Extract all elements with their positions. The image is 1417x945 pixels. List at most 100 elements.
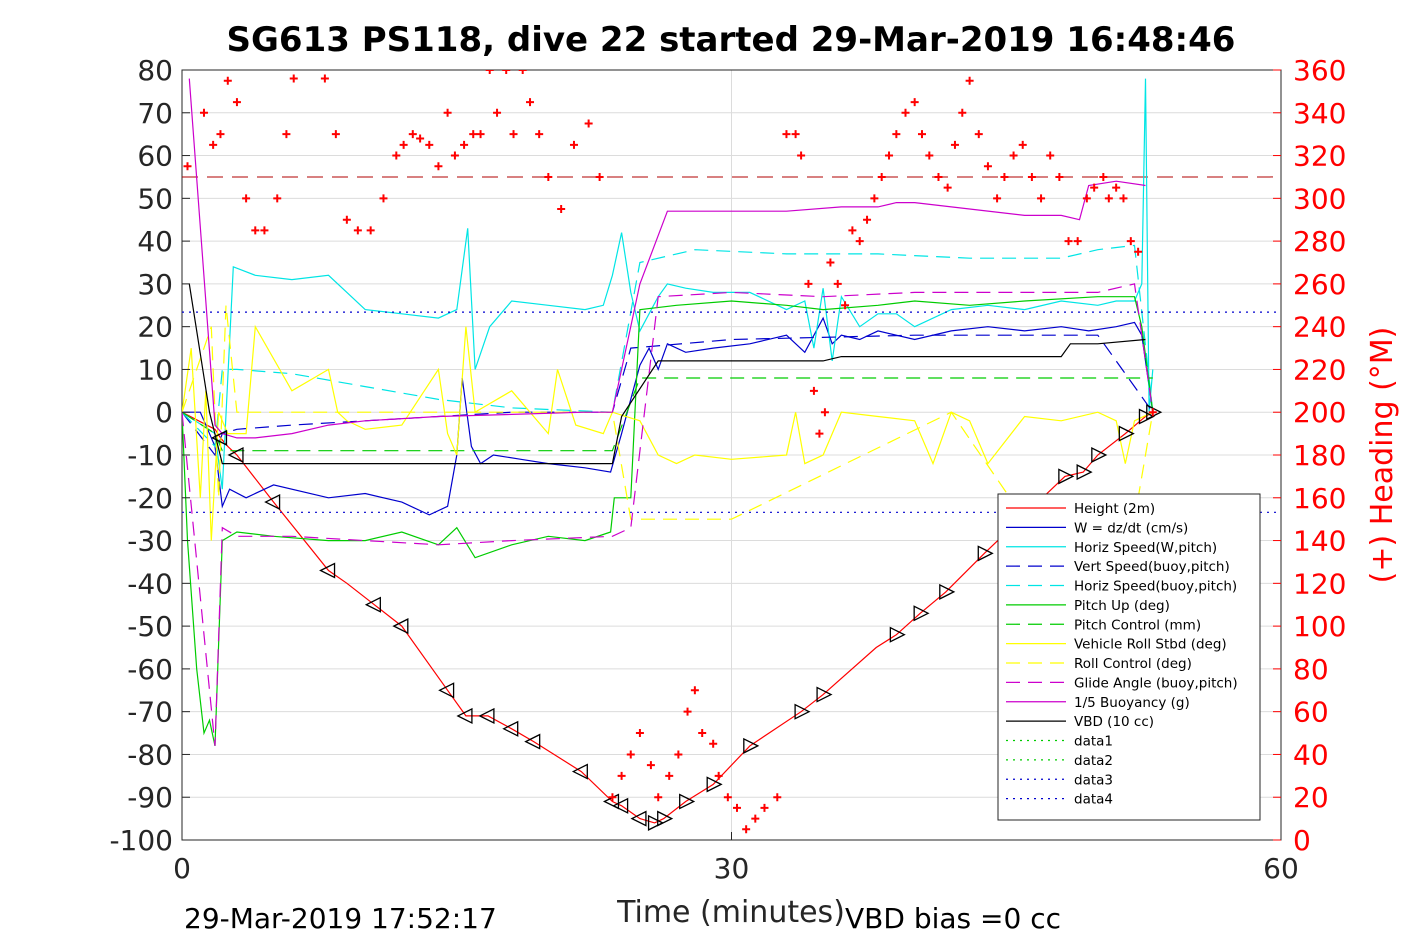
right-tick-label: 120 xyxy=(1293,567,1346,600)
x-tick-label: 30 xyxy=(714,852,750,885)
heading-point xyxy=(1104,194,1113,203)
right-tick-label: 280 xyxy=(1293,225,1346,258)
left-tick-label: 60 xyxy=(137,140,173,173)
legend-label: 1/5 Buoyancy (g) xyxy=(1074,695,1190,711)
legend-label: Pitch Up (deg) xyxy=(1074,598,1170,614)
heading-point xyxy=(709,739,718,748)
right-tick-label: 340 xyxy=(1293,97,1346,130)
heading-point xyxy=(353,226,362,235)
legend-label: Height (2m) xyxy=(1074,501,1155,517)
right-tick-label: 240 xyxy=(1293,311,1346,344)
heading-point xyxy=(974,130,983,139)
legend-label: data4 xyxy=(1074,792,1113,808)
dive-point-marker xyxy=(364,596,381,613)
heading-point xyxy=(934,172,943,181)
heading-point xyxy=(654,793,663,802)
heading-point xyxy=(518,70,527,74)
heading-point xyxy=(855,237,864,246)
heading-point xyxy=(223,76,232,85)
heading-point xyxy=(320,74,329,83)
left-tick-label: -10 xyxy=(127,439,173,472)
legend-label: Glide Angle (buoy,pitch) xyxy=(1074,675,1238,691)
right-tick-label: 0 xyxy=(1293,824,1311,857)
right-tick-label: 20 xyxy=(1293,781,1329,814)
footer-timestamp: 29-Mar-2019 17:52:17 xyxy=(184,902,497,935)
heading-point xyxy=(910,98,919,107)
heading-point xyxy=(1126,237,1135,246)
heading-point xyxy=(216,130,225,139)
x-tick-label: 60 xyxy=(1263,852,1299,885)
heading-point xyxy=(1090,183,1099,192)
heading-point xyxy=(379,194,388,203)
legend-label: data3 xyxy=(1074,772,1113,788)
heading-point xyxy=(526,98,535,107)
legend: Height (2m) W = dz/dt (cm/s) Horiz Speed(W… xyxy=(997,493,1261,821)
heading-point xyxy=(502,70,511,74)
heading-point xyxy=(683,707,692,716)
series-line-pitch-control-mm xyxy=(182,377,1153,452)
dive-point-marker xyxy=(679,793,696,810)
heading-point xyxy=(1082,194,1091,203)
dive-point-marker xyxy=(502,720,519,737)
heading-point xyxy=(732,803,741,812)
heading-point xyxy=(282,130,291,139)
heading-point xyxy=(1046,151,1055,160)
dive-point-marker xyxy=(816,686,833,703)
heading-point xyxy=(892,130,901,139)
left-tick-label: -20 xyxy=(127,482,173,515)
left-tick-label: -60 xyxy=(127,653,173,686)
right-tick-label: 140 xyxy=(1293,525,1346,558)
right-axis-ticks: 3603403203002802602402202001801601401201… xyxy=(1273,54,1346,857)
left-tick-label: 70 xyxy=(137,97,173,130)
dive-point-marker xyxy=(1058,468,1075,485)
heading-point xyxy=(773,793,782,802)
dive-point-marker xyxy=(977,545,994,562)
legend-label: data1 xyxy=(1074,734,1113,750)
heading-point xyxy=(760,803,769,812)
right-tick-label: 360 xyxy=(1293,54,1346,87)
dive-point-marker xyxy=(794,703,811,720)
heading-point xyxy=(425,140,434,149)
heading-point xyxy=(183,162,192,171)
footer-vbd-bias: VBD bias =0 cc xyxy=(845,902,1061,935)
dive-point-marker xyxy=(743,737,760,754)
dive-point-marker xyxy=(524,733,541,750)
heading-point xyxy=(797,151,806,160)
heading-point xyxy=(408,130,417,139)
heading-point xyxy=(885,151,894,160)
heading-point xyxy=(782,130,791,139)
heading-point xyxy=(209,140,218,149)
heading-point xyxy=(242,194,251,203)
heading-point xyxy=(443,108,452,117)
legend-label: Horiz Speed(W,pitch) xyxy=(1074,540,1217,556)
series-line-w-dz-dt-cm-s xyxy=(182,316,1154,516)
series-line-vert-speed-buoy-pitch xyxy=(182,334,1154,457)
heading-point xyxy=(416,134,425,143)
heading-point xyxy=(690,686,699,695)
series-line-1-5-buoyancy-g xyxy=(188,78,1146,439)
left-tick-label: 10 xyxy=(137,353,173,386)
legend-label: data2 xyxy=(1074,753,1113,769)
right-tick-label: 80 xyxy=(1293,653,1329,686)
heading-point xyxy=(1112,183,1121,192)
heading-point xyxy=(1064,237,1073,246)
heading-point xyxy=(399,140,408,149)
heading-point xyxy=(260,226,269,235)
right-tick-label: 320 xyxy=(1293,140,1346,173)
left-tick-label: -80 xyxy=(127,738,173,771)
x-axis-ticks: 0 30 60 xyxy=(173,832,1299,885)
right-tick-label: 220 xyxy=(1293,353,1346,386)
dive-point-marker xyxy=(612,797,629,814)
heading-point xyxy=(1119,194,1128,203)
heading-point xyxy=(815,429,824,438)
heading-point xyxy=(635,729,644,738)
series-line-glide-angle-buoy-pitch xyxy=(182,283,1154,746)
legend-label: W = dz/dt (cm/s) xyxy=(1074,520,1188,536)
heading-series xyxy=(183,70,1157,834)
dive-point-marker xyxy=(706,776,723,793)
heading-point xyxy=(751,814,760,823)
legend-label: Vehicle Roll Stbd (deg) xyxy=(1074,637,1227,653)
heading-point xyxy=(1099,172,1108,181)
legend-label: Horiz Speed(buoy,pitch) xyxy=(1074,579,1237,595)
heading-point xyxy=(877,172,886,181)
